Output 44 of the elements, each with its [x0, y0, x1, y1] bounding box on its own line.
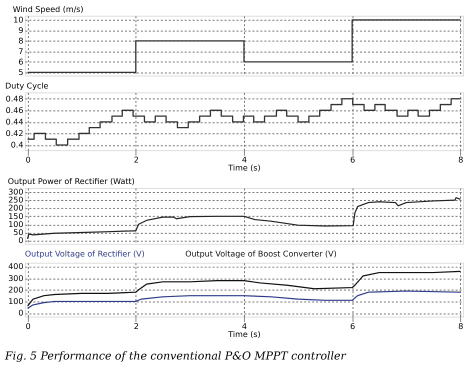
y-tick-label: 50: [13, 228, 24, 237]
x-tick-label: 0: [26, 156, 31, 165]
x-tick-label: 2: [134, 156, 139, 165]
x-tick-label: 0: [26, 322, 31, 331]
y-tick-label: 100: [8, 296, 24, 306]
y-tick-label: 250: [8, 196, 24, 205]
y-tick-label: 150: [8, 212, 24, 221]
y-tick-label: 10: [13, 15, 24, 24]
line-series: [27, 270, 461, 307]
chart-title: Output Power of Rectifier (Watt): [8, 177, 135, 186]
y-tick-label: 0.4: [10, 140, 24, 150]
x-tick-label: 2: [134, 322, 139, 331]
y-tick-label: 9: [18, 26, 24, 35]
y-tick-label: 5: [18, 68, 24, 77]
x-tick-label: 6: [350, 322, 356, 331]
y-tick-label: 300: [8, 188, 24, 197]
line-series: [27, 197, 461, 240]
x-tick-label: 8: [458, 156, 464, 165]
x-tick-label: 4: [242, 156, 247, 165]
line-series: [27, 290, 461, 309]
caption: Fig. 5 Performance of the conventional P&O MPPT controller: [4, 349, 347, 362]
y-tick-label: 200: [8, 285, 24, 294]
y-tick-label: 0.44: [6, 117, 24, 126]
y-tick-label: 6: [18, 57, 24, 66]
x-tick-label: 8: [458, 322, 464, 331]
y-tick-label: 0.46: [6, 106, 24, 115]
x-axis-title: Time (s): [227, 330, 261, 339]
x-tick-label: 4: [242, 322, 247, 331]
y-tick-label: 0: [18, 308, 24, 318]
x-tick-label: 6: [350, 156, 356, 165]
text: Output Voltage of Boost Converter (V): [185, 250, 337, 259]
text: Output Voltage of Rectifier (V): [24, 250, 145, 259]
y-tick-label: 8: [18, 36, 24, 46]
chart-title: Wind Speed (m/s): [12, 4, 84, 14]
x-axis-title: Time (s): [227, 164, 261, 173]
y-tick-label: 100: [8, 220, 24, 229]
y-tick-label: 0: [18, 236, 24, 246]
y-tick-label: 0.42: [6, 128, 24, 138]
y-tick-label: 7: [18, 46, 24, 56]
chart-title: Duty Cycle: [5, 81, 49, 90]
y-tick-label: 400: [8, 262, 24, 272]
y-tick-label: 300: [8, 274, 24, 283]
y-tick-label: 200: [8, 204, 24, 213]
y-tick-label: 0.48: [6, 94, 24, 104]
